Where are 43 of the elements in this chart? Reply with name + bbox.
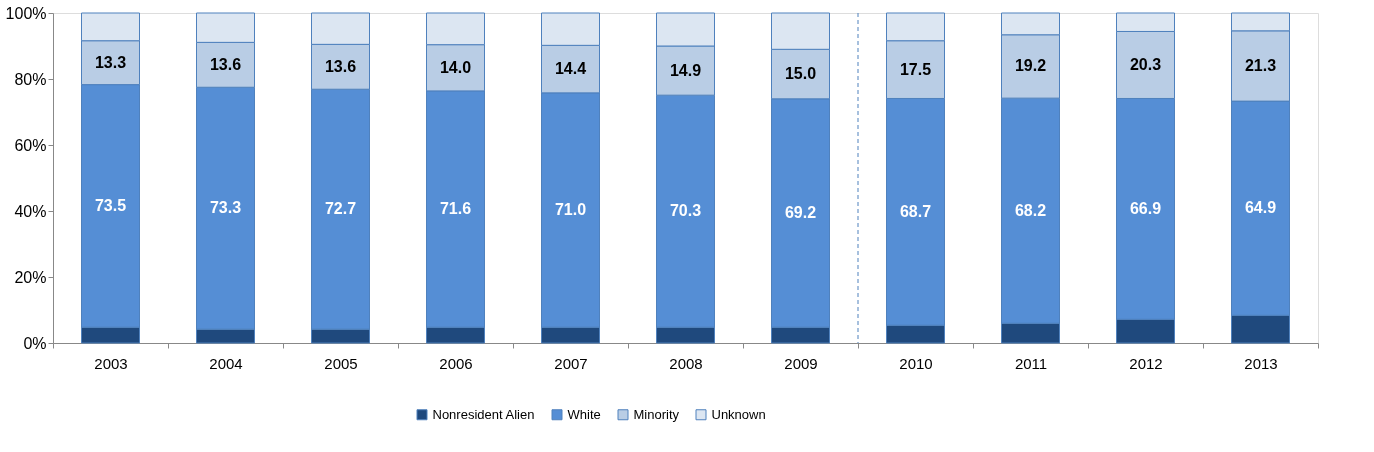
data-label: 14.9 (669, 61, 702, 79)
data-label: 21.3 (1244, 56, 1277, 74)
data-label: 20.3 (1129, 55, 1162, 73)
data-label: 71.6 (439, 200, 472, 218)
data-label: 68.2 (1014, 201, 1047, 219)
x-tick-label: 2007 (554, 354, 588, 372)
data-label: 17.5 (899, 60, 932, 78)
y-tick-label: 40% (14, 202, 47, 220)
x-tick-label: 2009 (784, 354, 818, 372)
data-label: 72.7 (324, 200, 357, 218)
data-label: 73.5 (94, 196, 127, 214)
x-tick-label: 2008 (669, 354, 703, 372)
x-tick-label: 2011 (1014, 354, 1048, 372)
data-label: 71.0 (554, 201, 587, 219)
data-label: 66.9 (1129, 199, 1162, 217)
y-tick-label: 0% (23, 334, 47, 352)
data-label: 73.3 (209, 199, 242, 217)
legend-label: White (567, 406, 601, 422)
data-label: 14.4 (554, 60, 587, 78)
legend-label: Unknown (711, 406, 766, 422)
legend-label: Minority (633, 406, 680, 422)
y-tick-label: 80% (14, 70, 47, 88)
y-tick-label: 60% (14, 136, 47, 154)
x-tick-label: 2012 (1129, 354, 1163, 372)
x-tick-label: 2013 (1244, 354, 1278, 372)
x-tick-label: 2006 (439, 354, 473, 372)
data-label: 68.7 (899, 202, 932, 220)
y-tick-label: 20% (14, 268, 47, 286)
data-label: 15.0 (784, 65, 817, 83)
y-tick-label: 100% (5, 4, 47, 22)
data-label: 19.2 (1014, 57, 1047, 75)
x-tick-label: 2004 (209, 354, 243, 372)
data-label: 13.6 (209, 55, 242, 73)
x-tick-label: 2010 (899, 354, 933, 372)
data-label: 14.0 (439, 58, 472, 76)
legend-label: Nonresident Alien (432, 406, 535, 422)
data-label: 70.3 (669, 202, 702, 220)
data-label: 13.6 (324, 57, 357, 75)
x-tick-label: 2005 (324, 354, 358, 372)
x-tick-label: 2003 (94, 354, 128, 372)
data-label: 69.2 (784, 203, 817, 221)
data-label: 64.9 (1244, 199, 1277, 217)
data-label: 13.3 (94, 53, 127, 71)
